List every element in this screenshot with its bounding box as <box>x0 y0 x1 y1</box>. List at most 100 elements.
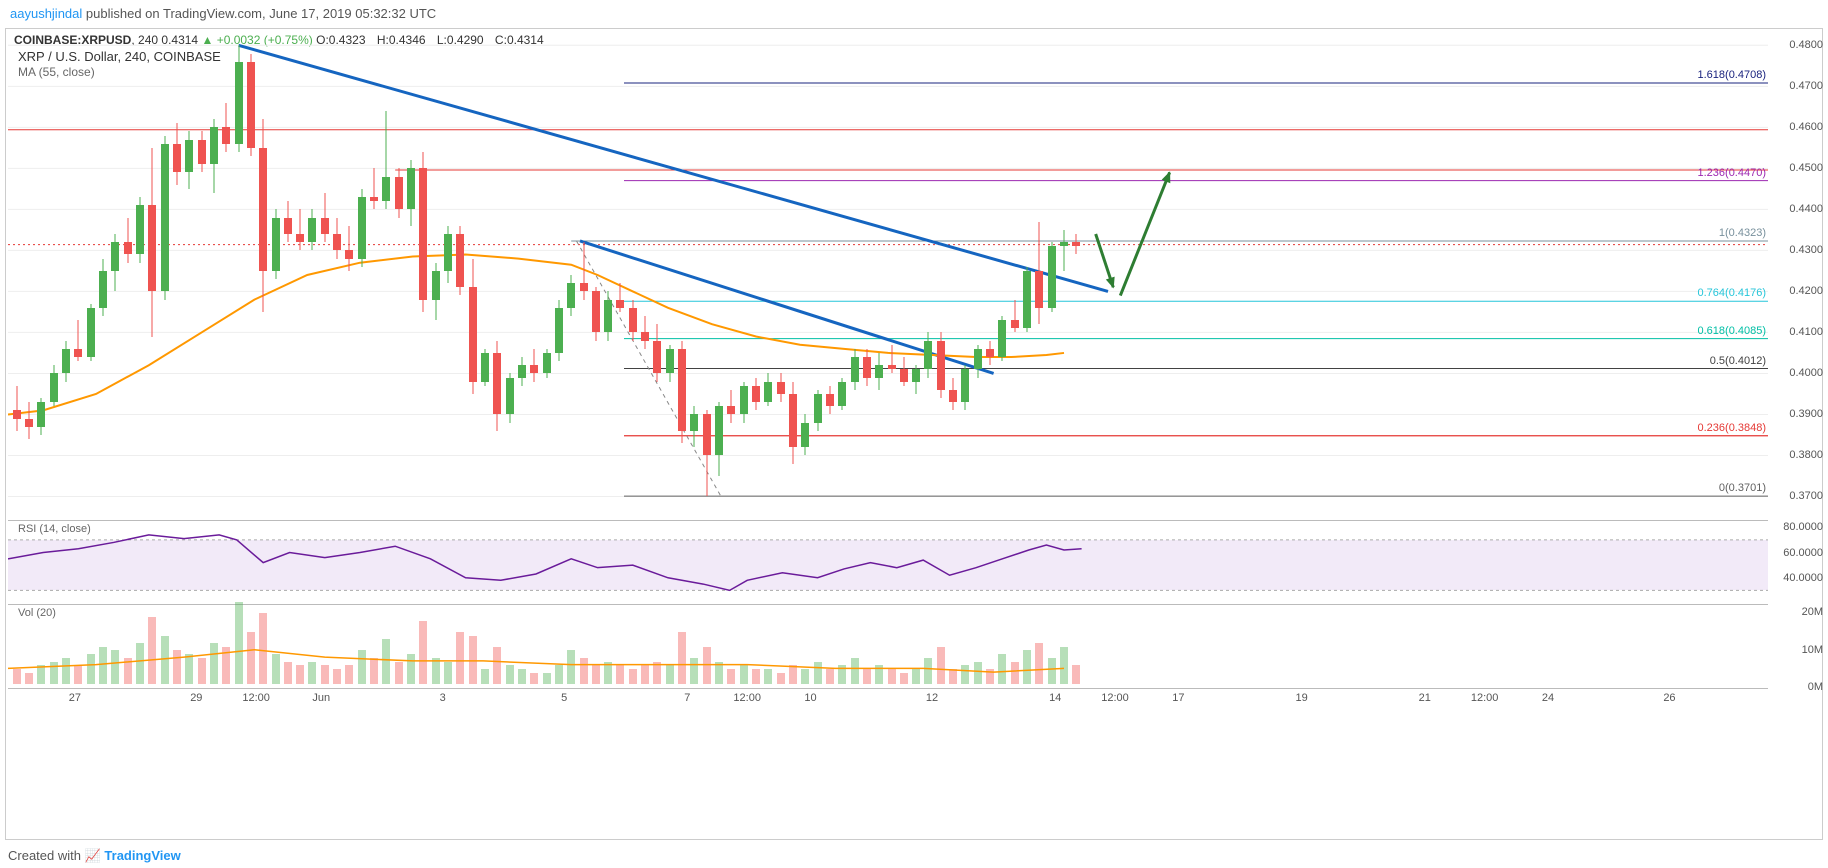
candle <box>666 345 674 382</box>
candle <box>629 300 637 341</box>
time-tick: 19 <box>1295 692 1307 704</box>
fib-label: 0.764(0.4176) <box>1698 287 1767 299</box>
volume-scale: 0M10M20M <box>1770 605 1825 686</box>
candle <box>74 320 82 361</box>
candle <box>321 193 329 242</box>
time-tick: 29 <box>190 692 202 704</box>
volume-panel[interactable]: Vol (20) 0M10M20M <box>8 604 1768 686</box>
time-tick: 24 <box>1542 692 1554 704</box>
time-tick: 14 <box>1049 692 1061 704</box>
candle <box>974 345 982 378</box>
candle <box>937 332 945 398</box>
candle <box>382 111 390 209</box>
time-tick: 27 <box>69 692 81 704</box>
candle <box>444 226 452 283</box>
rsi-scale: 40.000060.000080.0000 <box>1770 521 1825 602</box>
candle <box>740 382 748 423</box>
candle <box>875 353 883 390</box>
candle <box>838 378 846 411</box>
candle <box>814 390 822 431</box>
candle <box>25 402 33 439</box>
rsi-svg <box>8 521 1768 603</box>
candle <box>87 304 95 361</box>
price-tick: 0.4600 <box>1789 121 1823 133</box>
candle <box>148 148 156 337</box>
candle <box>592 287 600 340</box>
footer: Created with 📈 TradingView <box>8 848 181 864</box>
candle <box>419 152 427 312</box>
candle <box>456 226 464 296</box>
fib-label: 0.5(0.4012) <box>1710 355 1766 367</box>
candle <box>506 373 514 422</box>
time-tick: 12:00 <box>733 692 761 704</box>
candle <box>469 259 477 394</box>
candle <box>888 345 896 374</box>
rsi-tick: 40.0000 <box>1783 572 1823 584</box>
candle <box>259 119 267 312</box>
fib-label: 1(0.4323) <box>1719 227 1766 239</box>
time-tick: 17 <box>1172 692 1184 704</box>
candle <box>1035 222 1043 325</box>
candle <box>727 390 735 423</box>
candle <box>678 341 686 444</box>
time-axis: 272912:00Jun35712:0010121412:0017192112:… <box>8 688 1768 712</box>
candle <box>961 365 969 410</box>
candle <box>308 209 316 250</box>
price-tick: 0.3900 <box>1789 408 1823 420</box>
candle <box>555 300 563 362</box>
fib-label: 0(0.3701) <box>1719 482 1766 494</box>
candle <box>986 341 994 366</box>
time-tick: 5 <box>561 692 567 704</box>
price-tick: 0.4700 <box>1789 80 1823 92</box>
vol-svg <box>8 605 1768 687</box>
price-tick: 0.4000 <box>1789 367 1823 379</box>
candle <box>653 324 661 381</box>
candle <box>641 316 649 349</box>
time-tick: 12:00 <box>1471 692 1499 704</box>
price-scale: 0.37000.38000.39000.40000.41000.42000.43… <box>1770 33 1825 517</box>
candle <box>777 373 785 402</box>
candle <box>493 341 501 431</box>
volume-tick: 10M <box>1802 644 1823 656</box>
publish-date: June 17, 2019 05:32:32 UTC <box>269 6 436 21</box>
candle <box>50 365 58 406</box>
time-tick: 12 <box>926 692 938 704</box>
candle <box>912 365 920 394</box>
time-tick: 26 <box>1663 692 1675 704</box>
fib-label: 0.236(0.3848) <box>1698 422 1767 434</box>
candle <box>358 189 366 267</box>
candle <box>345 226 353 271</box>
candle <box>789 382 797 464</box>
time-tick: 12:00 <box>1101 692 1129 704</box>
candle <box>407 160 415 226</box>
rsi-panel[interactable]: RSI (14, close) 40.000060.000080.0000 <box>8 520 1768 602</box>
fib-label: 1.618(0.4708) <box>1698 69 1767 81</box>
candle <box>136 197 144 263</box>
price-tick: 0.3800 <box>1789 449 1823 461</box>
candle <box>198 131 206 172</box>
candle <box>173 123 181 185</box>
candle <box>333 218 341 259</box>
candle <box>1060 230 1068 271</box>
author-link[interactable]: aayushjindal <box>10 6 82 21</box>
candle <box>518 357 526 386</box>
published-text: published on TradingView.com, <box>86 6 269 21</box>
candle <box>715 402 723 476</box>
candle <box>949 378 957 411</box>
candle <box>235 45 243 152</box>
volume-tick: 0M <box>1808 681 1823 693</box>
time-tick: 10 <box>804 692 816 704</box>
candle <box>924 332 932 377</box>
main-chart-panel[interactable]: COINBASE:XRPUSD, 240 0.4314 ▲ +0.0032 (+… <box>8 33 1768 517</box>
candle <box>1011 300 1019 333</box>
tradingview-logo[interactable]: 📈 TradingView <box>85 848 181 863</box>
fib-label: 1.236(0.4470) <box>1698 167 1767 179</box>
candle <box>222 103 230 152</box>
price-tick: 0.4300 <box>1789 244 1823 256</box>
candle <box>530 349 538 382</box>
price-tick: 0.4400 <box>1789 203 1823 215</box>
candle <box>99 259 107 316</box>
price-tick: 0.3700 <box>1789 490 1823 502</box>
candle <box>481 349 489 386</box>
candle <box>284 201 292 242</box>
